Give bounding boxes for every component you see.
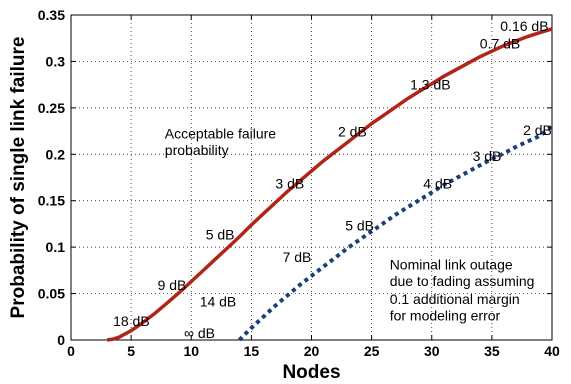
annotation-label: 0.7 dB (480, 35, 520, 51)
annotation-label: 4 dB (423, 176, 452, 192)
y-tick-label: 0.1 (46, 239, 66, 255)
x-tick-label: 35 (484, 343, 500, 359)
annotation-label: 2 dB (523, 122, 552, 138)
y-tick-label: 0.05 (38, 286, 65, 302)
annotation-label: 7 dB (283, 249, 312, 265)
y-tick-label: 0.3 (46, 53, 66, 69)
grid (71, 15, 552, 340)
annotation-label: 3 dB (473, 148, 502, 164)
annotation-label: 0.16 dB (500, 18, 548, 34)
annotation-label: ∞ dB (184, 325, 215, 341)
annotation-label: probability (165, 142, 229, 158)
annotation-label: 3 dB (275, 176, 304, 192)
annotation-label: Acceptable failure (165, 126, 277, 142)
annotation-label: 0.1 additional margin (390, 291, 520, 307)
acceptable-failure-line (106, 27, 553, 342)
x-tick-label: 40 (544, 343, 560, 359)
annotation-label: 1.3 dB (410, 76, 450, 92)
annotation-label: 2 dB (338, 124, 367, 140)
axis-ticks: 0 5 10 15 20 25 30 35 40 0 0.05 0.1 0.15 0.2 0.25 0.3 0.… (38, 7, 560, 359)
x-axis-title: Nodes (282, 362, 340, 383)
x-tick-label: 30 (424, 343, 440, 359)
y-tick-label: 0.15 (38, 193, 65, 209)
x-tick-label: 0 (67, 343, 75, 359)
x-tick-label: 20 (304, 343, 320, 359)
y-tick-label: 0.25 (38, 100, 65, 116)
y-tick-label: 0.2 (46, 146, 66, 162)
annotation-label: 5 dB (345, 217, 374, 233)
annotation-label: 18 dB (113, 313, 150, 329)
y-axis-title: Probability of single link failure (8, 37, 29, 319)
series-lines (106, 27, 554, 342)
y-tick-label: 0 (57, 332, 65, 348)
y-tick-label: 0.35 (38, 7, 65, 23)
annotation-label: for modeling error (390, 308, 501, 324)
fading-outage-line (237, 124, 554, 342)
annotation-label: due to fading assuming (390, 273, 535, 289)
annotation-label: 5 dB (206, 227, 235, 243)
x-tick-label: 25 (364, 343, 380, 359)
x-tick-label: 5 (127, 343, 135, 359)
annotation-label: 14 dB (200, 294, 237, 310)
x-tick-label: 10 (183, 343, 199, 359)
x-tick-label: 15 (244, 343, 260, 359)
annotation-label: 9 dB (158, 277, 187, 293)
annotation-label: Nominal link outage (390, 256, 513, 272)
